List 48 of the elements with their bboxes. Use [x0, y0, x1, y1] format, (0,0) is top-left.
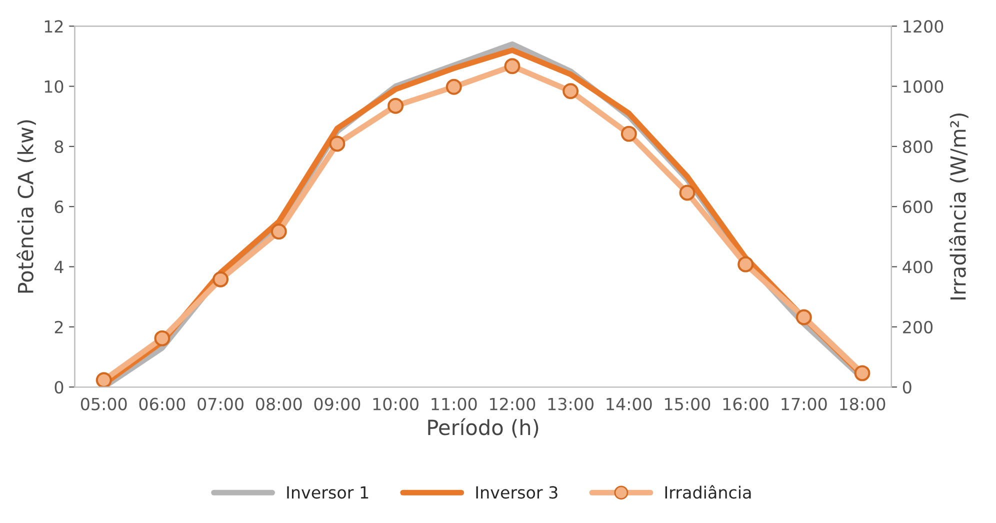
x-tick-label: 17:00 [782, 398, 827, 410]
point [796, 309, 812, 326]
y2-tick-label: 800 [902, 140, 933, 154]
y2-tick-label: 1000 [904, 80, 944, 93]
legend-label: Inversor 1 [287, 486, 368, 499]
point [270, 224, 287, 240]
x-tick-label: 11:00 [432, 398, 477, 410]
y-tick-label: 10 [44, 80, 64, 93]
x-tick-label: 12:00 [490, 398, 536, 410]
y2-tick-label: 1200 [904, 20, 944, 33]
y-tick-label: 8 [54, 140, 64, 154]
x-tick-label: 06:00 [139, 398, 186, 410]
y2-tick-label: 0 [902, 380, 912, 394]
point [562, 83, 579, 100]
y2-tick-label: 600 [903, 200, 933, 214]
x-tick-label: 09:00 [314, 398, 360, 410]
point [329, 136, 346, 152]
point [212, 271, 229, 288]
point [388, 98, 404, 114]
y2-tick-label: 200 [903, 320, 933, 334]
y-tick-label: 6 [54, 200, 64, 214]
x-tick-label: 16:00 [723, 398, 768, 410]
x-tick-label: 08:00 [256, 398, 302, 410]
y-axis-title: Potência CA (kw) [16, 120, 36, 293]
y2-axis-title: Irradiância (W/m²) [948, 113, 968, 300]
point [679, 184, 696, 201]
y-tick-label: 12 [44, 20, 63, 32]
x-tick-label: 14:00 [606, 398, 652, 410]
x-axis-title: Período (h) [428, 418, 538, 438]
point [154, 330, 170, 346]
point [504, 58, 520, 74]
y-tick-label: 4 [54, 260, 64, 274]
x-tick-label: 05:00 [80, 398, 127, 410]
point [854, 365, 870, 382]
x-tick-label: 10:00 [373, 398, 418, 410]
x-tick-label: 18:00 [840, 398, 886, 410]
legend-label: Inversor 3 [476, 486, 558, 499]
y2-tick-label: 400 [902, 260, 933, 274]
x-tick-label: 07:00 [198, 398, 244, 410]
y-tick-label: 0 [54, 380, 64, 394]
point [446, 78, 462, 95]
point [96, 372, 112, 388]
legend-label: Irradiância [665, 485, 751, 499]
x-tick-label: 15:00 [665, 398, 710, 410]
point [738, 256, 754, 272]
point [620, 126, 637, 142]
y-tick-label: 2 [54, 320, 63, 334]
x-tick-label: 13:00 [548, 398, 594, 410]
